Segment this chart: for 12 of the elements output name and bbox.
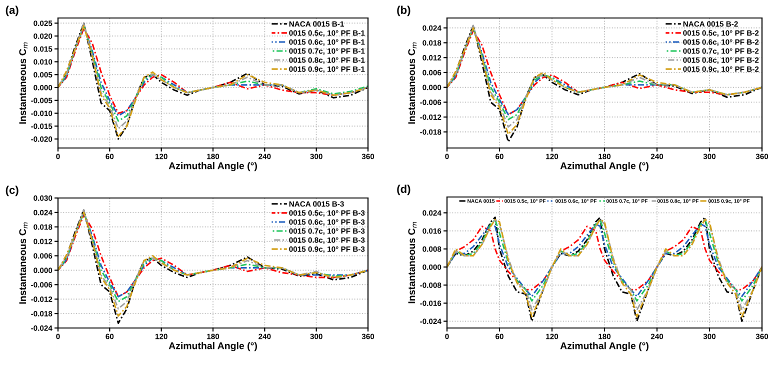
x-axis-title: Azimuthal Angle (°) xyxy=(560,342,648,352)
x-axis-title: Azimuthal Angle (°) xyxy=(168,342,257,352)
y-axis-title: Instantaneous C$_{m}$ xyxy=(408,42,417,124)
x-axis-title: Azimuthal Angle (°) xyxy=(560,162,648,172)
chart-title: (a) xyxy=(6,6,18,16)
chart-title: (c) xyxy=(6,186,18,196)
chart-title: (b) xyxy=(397,6,410,16)
y-axis-title: Instantaneous C$_{m}$ xyxy=(19,222,28,304)
y-axis-title: Instantaneous C$_{m}$ xyxy=(19,42,28,124)
x-axis-title: Azimuthal Angle (°) xyxy=(168,162,257,172)
y-axis-title: Instantaneous C$_{m}$ xyxy=(408,222,417,304)
chart-title: (d) xyxy=(397,184,410,196)
